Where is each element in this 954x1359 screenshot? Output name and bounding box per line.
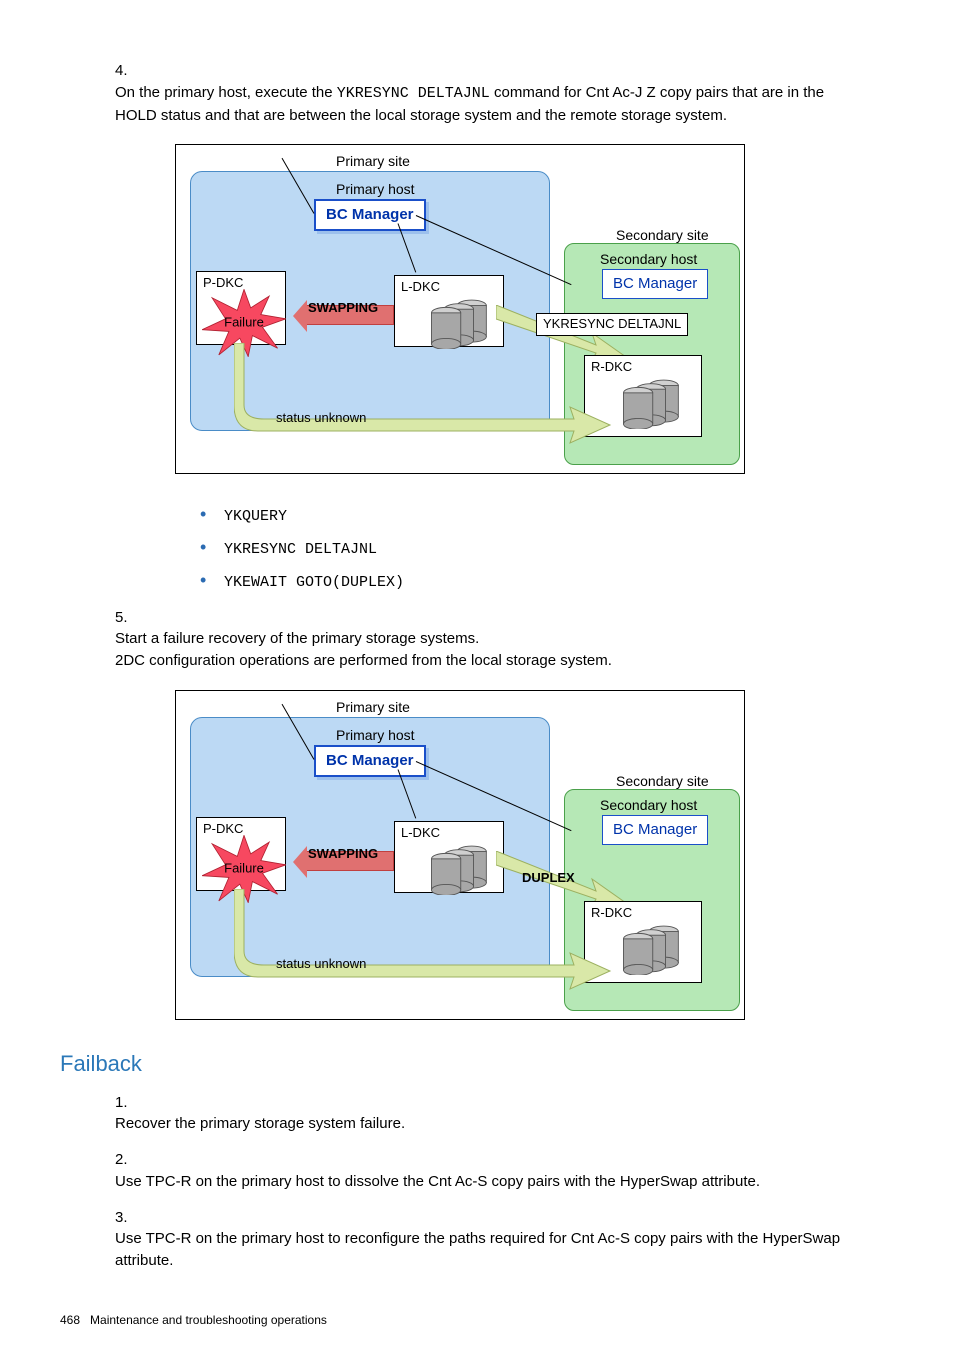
swapping-label: SWAPPING (308, 299, 378, 318)
fb-1-text: Recover the primary storage system failu… (115, 1113, 862, 1135)
failback-list: 1. Recover the primary storage system fa… (60, 1092, 894, 1272)
failback-item-1: 1. Recover the primary storage system fa… (115, 1092, 894, 1136)
d2-secondary-host-label: Secondary host (600, 795, 697, 815)
fb-3-num: 3. (115, 1207, 143, 1229)
d2-primary-site-label: Primary site (336, 697, 410, 717)
ykresync-label: YKRESYNC DELTAJNL (536, 313, 688, 336)
fb-2-num: 2. (115, 1149, 143, 1171)
step-5-line2: 2DC configuration operations are perform… (115, 652, 612, 669)
step-4-body: On the primary host, execute the YKRESYN… (115, 82, 862, 127)
d2-bc-manager-secondary: BC Manager (602, 815, 708, 845)
bullet-item-1: YKRESYNC DELTAJNL (190, 531, 894, 564)
d2-l-dkc-cylinder (426, 841, 490, 895)
failback-title: Failback (60, 1048, 894, 1080)
fb-3-text: Use TPC-R on the primary host to reconfi… (115, 1228, 862, 1272)
d2-green-arrow-pr (234, 889, 614, 999)
step-4-text-a: On the primary host, execute the (115, 84, 337, 101)
fb-1-num: 1. (115, 1092, 143, 1114)
duplex-label: DUPLEX (522, 869, 575, 888)
d2-primary-host-label: Primary host (336, 725, 415, 745)
step-5-line1: Start a failure recovery of the primary … (115, 630, 479, 647)
step-4-number: 4. (115, 60, 143, 82)
bullet-item-0: YKQUERY (190, 498, 894, 531)
bc-manager-primary: BC Manager (314, 199, 426, 231)
bullet-item-2: YKEWAIT GOTO(DUPLEX) (190, 564, 894, 597)
bullets-list: YKQUERY YKRESYNC DELTAJNL YKEWAIT GOTO(D… (190, 498, 894, 596)
diagram-1: Primary site Primary host BC Manager Sec… (175, 144, 745, 474)
d2-l-dkc-label: L-DKC (401, 825, 440, 840)
d2-swapping-label: SWAPPING (308, 845, 378, 864)
page-footer: 468 Maintenance and troubleshooting oper… (60, 1312, 894, 1329)
diagram-2: Primary site Primary host BC Manager Sec… (175, 690, 745, 1020)
diagram-2-wrap: Primary site Primary host BC Manager Sec… (175, 690, 894, 1020)
bullet-0-text: YKQUERY (224, 508, 287, 525)
step-5-number: 5. (115, 607, 143, 629)
d2-failure-text: Failure (224, 859, 264, 878)
failback-item-3: 3. Use TPC-R on the primary host to reco… (115, 1207, 894, 1272)
step-5-body: Start a failure recovery of the primary … (115, 628, 862, 672)
step-4-cmd: YKRESYNC DELTAJNL (337, 85, 490, 102)
r-dkc-cylinder (618, 375, 682, 429)
failure-text: Failure (224, 314, 264, 333)
bullet-2-text: YKEWAIT GOTO(DUPLEX) (224, 574, 404, 591)
step-5: 5. Start a failure recovery of the prima… (115, 607, 894, 672)
diagram-1-wrap: Primary site Primary host BC Manager Sec… (175, 144, 894, 474)
primary-site-label: Primary site (336, 151, 410, 171)
d2-bc-manager-primary: BC Manager (314, 745, 426, 777)
fb-2-text: Use TPC-R on the primary host to dissolv… (115, 1171, 862, 1193)
l-dkc-cylinder (426, 295, 490, 349)
primary-host-label: Primary host (336, 179, 415, 199)
step-4: 4. On the primary host, execute the YKRE… (115, 60, 894, 126)
bc-manager-secondary: BC Manager (602, 269, 708, 299)
green-arrow-pr (234, 343, 614, 453)
secondary-host-label: Secondary host (600, 249, 697, 269)
status-unknown-label: status unknown (276, 409, 366, 428)
page-number: 468 (60, 1313, 80, 1327)
d2-p-dkc-label: P-DKC (203, 821, 243, 836)
p-dkc-label: P-DKC (203, 275, 243, 290)
d2-status-unknown-label: status unknown (276, 955, 366, 974)
footer-title: Maintenance and troubleshooting operatio… (90, 1313, 327, 1327)
bullet-1-text: YKRESYNC DELTAJNL (224, 541, 377, 558)
failback-item-2: 2. Use TPC-R on the primary host to diss… (115, 1149, 894, 1193)
d2-r-dkc-cylinder (618, 921, 682, 975)
l-dkc-label: L-DKC (401, 279, 440, 294)
